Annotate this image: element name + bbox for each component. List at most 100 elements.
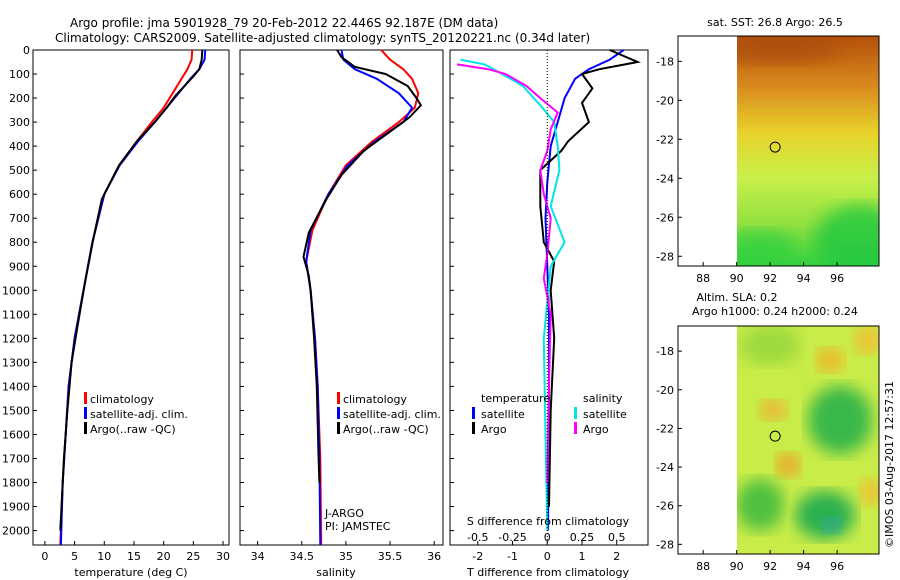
sla-high-patch-2	[854, 326, 879, 354]
sla-low-patch	[808, 386, 872, 454]
argo-position-marker	[769, 430, 781, 442]
legend-swatch-argo	[84, 422, 87, 434]
lat-tick-label: -22	[656, 133, 674, 146]
title-line2: Climatology: CARS2009. Satellite-adjuste…	[55, 31, 590, 45]
legend-swatch-climatology	[84, 392, 87, 404]
sla-map-frame	[677, 325, 880, 555]
lon-tick-label: 94	[797, 560, 811, 573]
x-tick-label: 25	[186, 550, 200, 563]
s-tick-label: 0.5	[608, 531, 626, 544]
sla-heatmap	[737, 326, 879, 554]
lat-tick-label: -18	[656, 345, 674, 358]
s-tick-label: -0.5	[467, 531, 488, 544]
series-line-2	[302, 49, 423, 483]
salinity-panel: 34 34.5 35 35.5 36 climatology satellite-adj…	[239, 49, 444, 579]
x-tick-label: 2	[613, 550, 620, 563]
temperature-plot-frame	[32, 49, 230, 546]
legend-swatch-s-satellite	[574, 407, 577, 419]
x-tick-label: 10	[97, 550, 111, 563]
sla-high-patch-5	[860, 478, 879, 506]
sla-low-patch-2	[737, 479, 784, 531]
sst-map-title: sat. SST: 26.8 Argo: 26.5	[707, 16, 843, 29]
lon-tick-label: 90	[730, 560, 744, 573]
sla-map-panel: Altim. SLA: 0.2 Argo h1000: 0.24 h2000: …	[656, 291, 880, 573]
lon-tick-label: 90	[730, 272, 744, 285]
x-tick-label: 15	[127, 550, 141, 563]
lon-tick-label: 88	[696, 272, 710, 285]
legend-title-salinity: salinity	[583, 392, 623, 405]
legend-label-climatology: climatology	[90, 393, 154, 406]
legend-swatch-argo	[337, 422, 340, 434]
y-tick-label: 1500	[2, 404, 30, 417]
y-tick-label: 100	[9, 68, 30, 81]
series-line-0	[59, 49, 194, 546]
legend-label-s-argo: Argo	[583, 423, 609, 436]
lat-tick-label: -28	[656, 250, 674, 263]
sst-heatmap	[737, 36, 879, 266]
y-tick-label: 400	[9, 140, 30, 153]
sst-warm-patch	[737, 36, 840, 64]
lat-tick-label: -20	[656, 384, 674, 397]
x-tick-label: 1	[579, 550, 586, 563]
y-tick-label: 1300	[2, 356, 30, 369]
sst-cool-patch-2	[737, 230, 795, 266]
sla-high-patch	[816, 348, 844, 372]
y-tick-label: 0	[23, 44, 30, 57]
salinity-legend: climatology satellite-adj. clim. Argo(..…	[337, 392, 441, 436]
difference-legend: temperature satellite Argo salinity sate…	[472, 392, 627, 436]
lat-tick-label: -26	[656, 211, 674, 224]
x-tick-label: 30	[216, 550, 230, 563]
legend-label-climatology: climatology	[343, 393, 407, 406]
lat-tick-label: -22	[656, 422, 674, 435]
x-tick-label: -2	[472, 550, 483, 563]
x-tick-label: 0	[41, 550, 48, 563]
y-tick-label: 800	[9, 236, 30, 249]
legend-swatch-satellite	[84, 407, 87, 419]
sla-patch	[740, 326, 800, 365]
y-tick-label: 200	[9, 92, 30, 105]
legend-label-argo: Argo(..raw -QC)	[90, 423, 176, 436]
sla-high-patch-4	[776, 453, 800, 477]
legend-swatch-t-satellite	[472, 407, 475, 419]
sst-cool-patch	[815, 205, 879, 266]
y-tick-label: 1200	[2, 332, 30, 345]
legend-swatch-climatology	[337, 392, 340, 404]
annotation-pi: PI: JAMSTEC	[325, 520, 391, 533]
s-tick-label: -0.25	[498, 531, 526, 544]
credit-text: ©IMOS 03-Aug-2017 12:57:31	[883, 381, 896, 548]
legend-label-s-satellite: satellite	[583, 408, 627, 421]
x-tick-label: 35.5	[378, 550, 403, 563]
series-line-2	[460, 58, 566, 531]
y-tick-label: 1700	[2, 452, 30, 465]
legend-swatch-t-argo	[472, 422, 475, 434]
series-line-2	[59, 49, 204, 531]
argo-position-marker	[769, 141, 781, 153]
difference-xlabel: T difference from climatology	[466, 566, 629, 579]
lat-tick-label: -24	[656, 172, 674, 185]
legend-title-temperature: temperature	[481, 392, 550, 405]
s-tick-label: 0	[544, 531, 551, 544]
lon-tick-label: 92	[763, 560, 777, 573]
y-tick-label: 1400	[2, 380, 30, 393]
y-tick-label: 500	[9, 164, 30, 177]
series-line-1	[539, 49, 641, 507]
lat-tick-label: -20	[656, 94, 674, 107]
x-tick-label: 20	[157, 550, 171, 563]
sla-low-core	[822, 517, 842, 533]
salinity-plot-frame	[239, 49, 444, 546]
y-tick-label: 1800	[2, 477, 30, 490]
lat-tick-label: -18	[656, 55, 674, 68]
y-tick-label: 1600	[2, 428, 30, 441]
lat-tick-label: -24	[656, 461, 674, 474]
y-tick-label: 700	[9, 212, 30, 225]
y-tick-label: 2000	[2, 525, 30, 538]
x-tick-label: 34.5	[290, 550, 315, 563]
y-tick-label: 1000	[2, 284, 30, 297]
sla-map-subtitle: Argo h1000: 0.24 h2000: 0.24	[692, 305, 858, 318]
temperature-xlabel: temperature (deg C)	[74, 566, 187, 579]
y-tick-label: 1100	[2, 308, 30, 321]
legend-swatch-s-argo	[574, 422, 577, 434]
x-tick-label: 5	[71, 550, 78, 563]
sla-high-patch-3	[759, 400, 787, 420]
